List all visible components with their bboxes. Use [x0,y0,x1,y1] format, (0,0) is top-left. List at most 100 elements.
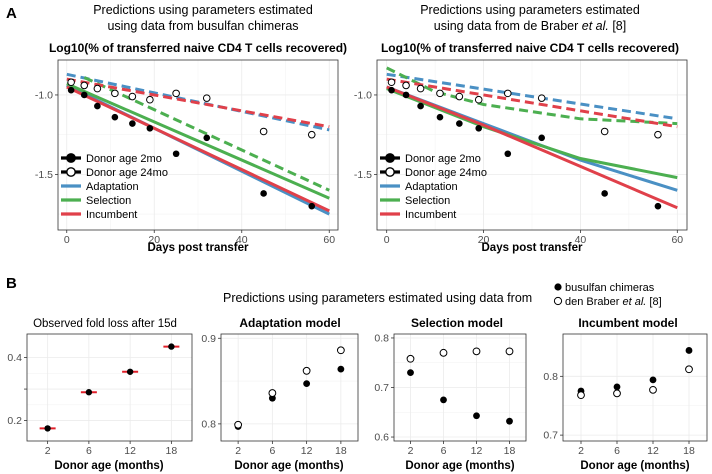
chart-a2-point-donor-2mo [538,134,545,142]
chart-a2-x-axis-label: Days post transfer [482,242,584,254]
chart-b2-x-tick-label: 18 [504,445,516,457]
chart-b3-point-busulfan [649,376,657,384]
chart-a1-x-tick-label: 40 [236,234,248,246]
chart-a2-point-donor-2mo [654,202,662,210]
chart-b3-x-tick-label: 6 [614,445,620,457]
chart-b2-y-tick-label: 0.6 [374,432,389,444]
chart-a1-point-donor-2mo [203,134,211,142]
chart-b2-point-busulfan [407,369,414,377]
chart-a1-series-incumbent-dashed [66,77,330,129]
chart-b1-panel-border [220,333,359,442]
chart-a2-point-donor-2mo [601,190,608,197]
chart-b0-fold-loss-point [168,343,175,350]
chart-a2-legend-label-donor_2mo: Donor age 2mo [405,153,481,165]
chart-a1-point-donor-2mo [146,125,154,132]
chart-a2-point-donor-2mo [475,125,483,132]
chart-b2-point-busulfan [473,412,480,420]
chart-a2-y-tick-label: -1.0 [354,89,372,101]
chart-a1-point-donor-24mo [80,81,89,90]
chart-b2-point-braber [439,348,448,357]
chart-b3-x-tick-label: 2 [578,445,584,457]
chart-a2-point-donor-2mo [504,150,512,158]
chart-a1-point-donor-24mo [202,94,211,102]
chart-b0-panel-border [26,333,193,442]
chart-a1-series-selection-solid [66,82,330,200]
chart-a1-point-donor-24mo [93,84,102,93]
chart-b2-x-tick-label: 12 [471,445,483,457]
chart-a1-legend-key-marker-donor_24mo [66,167,76,177]
chart-a1-legend-label-donor_2mo: Donor age 2mo [86,153,162,165]
chart-b2-x-tick-label: 6 [441,445,447,457]
chart-a2-panel-border [376,59,688,231]
chart-a2-point-donor-24mo [537,94,546,102]
chart-a2-point-donor-24mo [455,92,464,101]
chart-b1-x-tick-label: 6 [269,445,275,457]
chart-b3: 2 6 12 18 0.7 0.8 Donor age (months) [543,333,708,472]
chart-a2-series-incumbent-dashed [386,77,678,129]
chart-b0-fold-loss-point [126,368,134,375]
chart-a2: 0 20 40 60 -1.5 -1.0 Days post transfer Dono… [354,59,688,254]
panel-letter-a: A [6,5,17,22]
chart-a2-point-donor-2mo [456,120,463,127]
panel-letter-b: B [6,275,17,292]
chart-b3-title: Incumbent model [578,316,677,330]
chart-a1-x-axis-label: Days post transfer [148,242,250,254]
chart-a2-x-tick-label: 20 [478,234,490,246]
panel-b-legend-open-marker [553,296,563,306]
chart-b0-x-tick-label: 6 [86,445,92,457]
chart-b0: 2 6 12 18 0.2 0.4 Donor age (months) [7,333,193,472]
chart-b0-y-tick-label: 0.4 [7,352,22,364]
chart-a2-legend-label-donor_24mo: Donor age 24mo [405,167,487,179]
chart-b1-point-braber [268,389,277,397]
chart-a2-series-adaptation-dashed [386,72,678,121]
chart-b3-y-tick-label: 0.8 [543,371,558,383]
chart-b0-fold-loss-point [85,389,93,396]
chart-b0-fold-loss-point [44,425,51,432]
panel-a-right-caption-line1: Predictions using parameters estimated [420,3,640,17]
chart-b3-y-tick-label: 0.7 [543,430,558,442]
chart-a2-title: Log10(% of transferred naive CD4 T cells… [381,41,679,55]
chart-b3-panel-border [562,333,708,442]
chart-a1-series-selection-dashed [83,76,330,192]
chart-b3-x-tick-label: 18 [683,445,695,457]
chart-a1-point-donor-24mo [67,78,75,87]
chart-b1-point-braber [234,420,243,429]
chart-a2-x-tick-label: 40 [575,234,587,246]
chart-a1-point-donor-2mo [260,190,267,197]
chart-a1-legend-label-donor_24mo: Donor age 24mo [86,167,168,179]
chart-a1-point-donor-2mo [80,91,88,99]
chart-a1-x-tick-label: 20 [148,234,160,246]
chart-a2-legend-label-selection: Selection [405,195,450,207]
chart-a2-point-donor-24mo [503,89,512,98]
chart-b3-point-braber [613,389,621,398]
chart-a2-point-donor-24mo [436,89,444,98]
chart-a2-point-donor-24mo [654,130,662,139]
chart-b3-point-braber [685,365,693,374]
chart-a1-point-donor-24mo [111,89,119,98]
chart-a2-point-donor-2mo [402,91,410,99]
chart-b1-y-tick-label: 0.8 [201,418,216,430]
chart-a2-point-donor-2mo [436,113,444,121]
chart-b3-point-busulfan [685,347,693,354]
chart-a2-x-tick-label: 60 [671,234,683,246]
chart-a2-point-donor-24mo [387,78,396,87]
chart-b2-point-busulfan [506,417,513,425]
chart-b1-x-axis-label: Donor age (months) [234,460,343,472]
chart-a2-point-donor-24mo [600,127,609,136]
chart-a2-point-donor-24mo [474,95,483,104]
chart-a1-y-tick-label: -1.5 [35,169,53,181]
chart-a2-legend-key-marker-donor_2mo [385,153,395,163]
chart-a2-point-donor-24mo [402,81,410,90]
chart-a1-legend-label-incumbent: Incumbent [86,209,137,221]
chart-b1-point-braber [336,346,345,355]
chart-a2-y-tick-label: -1.5 [354,169,372,181]
chart-b1-x-tick-label: 18 [335,445,347,457]
chart-a1-panel-border [57,59,339,231]
chart-b2-y-tick-label: 0.7 [374,382,389,394]
chart-a1-point-donor-24mo [307,130,316,139]
chart-a2-legend-key-marker-donor_24mo [385,167,395,177]
chart-a1-legend-label-adaptation: Adaptation [86,181,139,193]
chart-b3-point-busulfan [613,383,621,391]
chart-a2-legend-label-incumbent: Incumbent [405,209,456,221]
chart-b1-y-tick-label: 0.9 [201,333,216,345]
